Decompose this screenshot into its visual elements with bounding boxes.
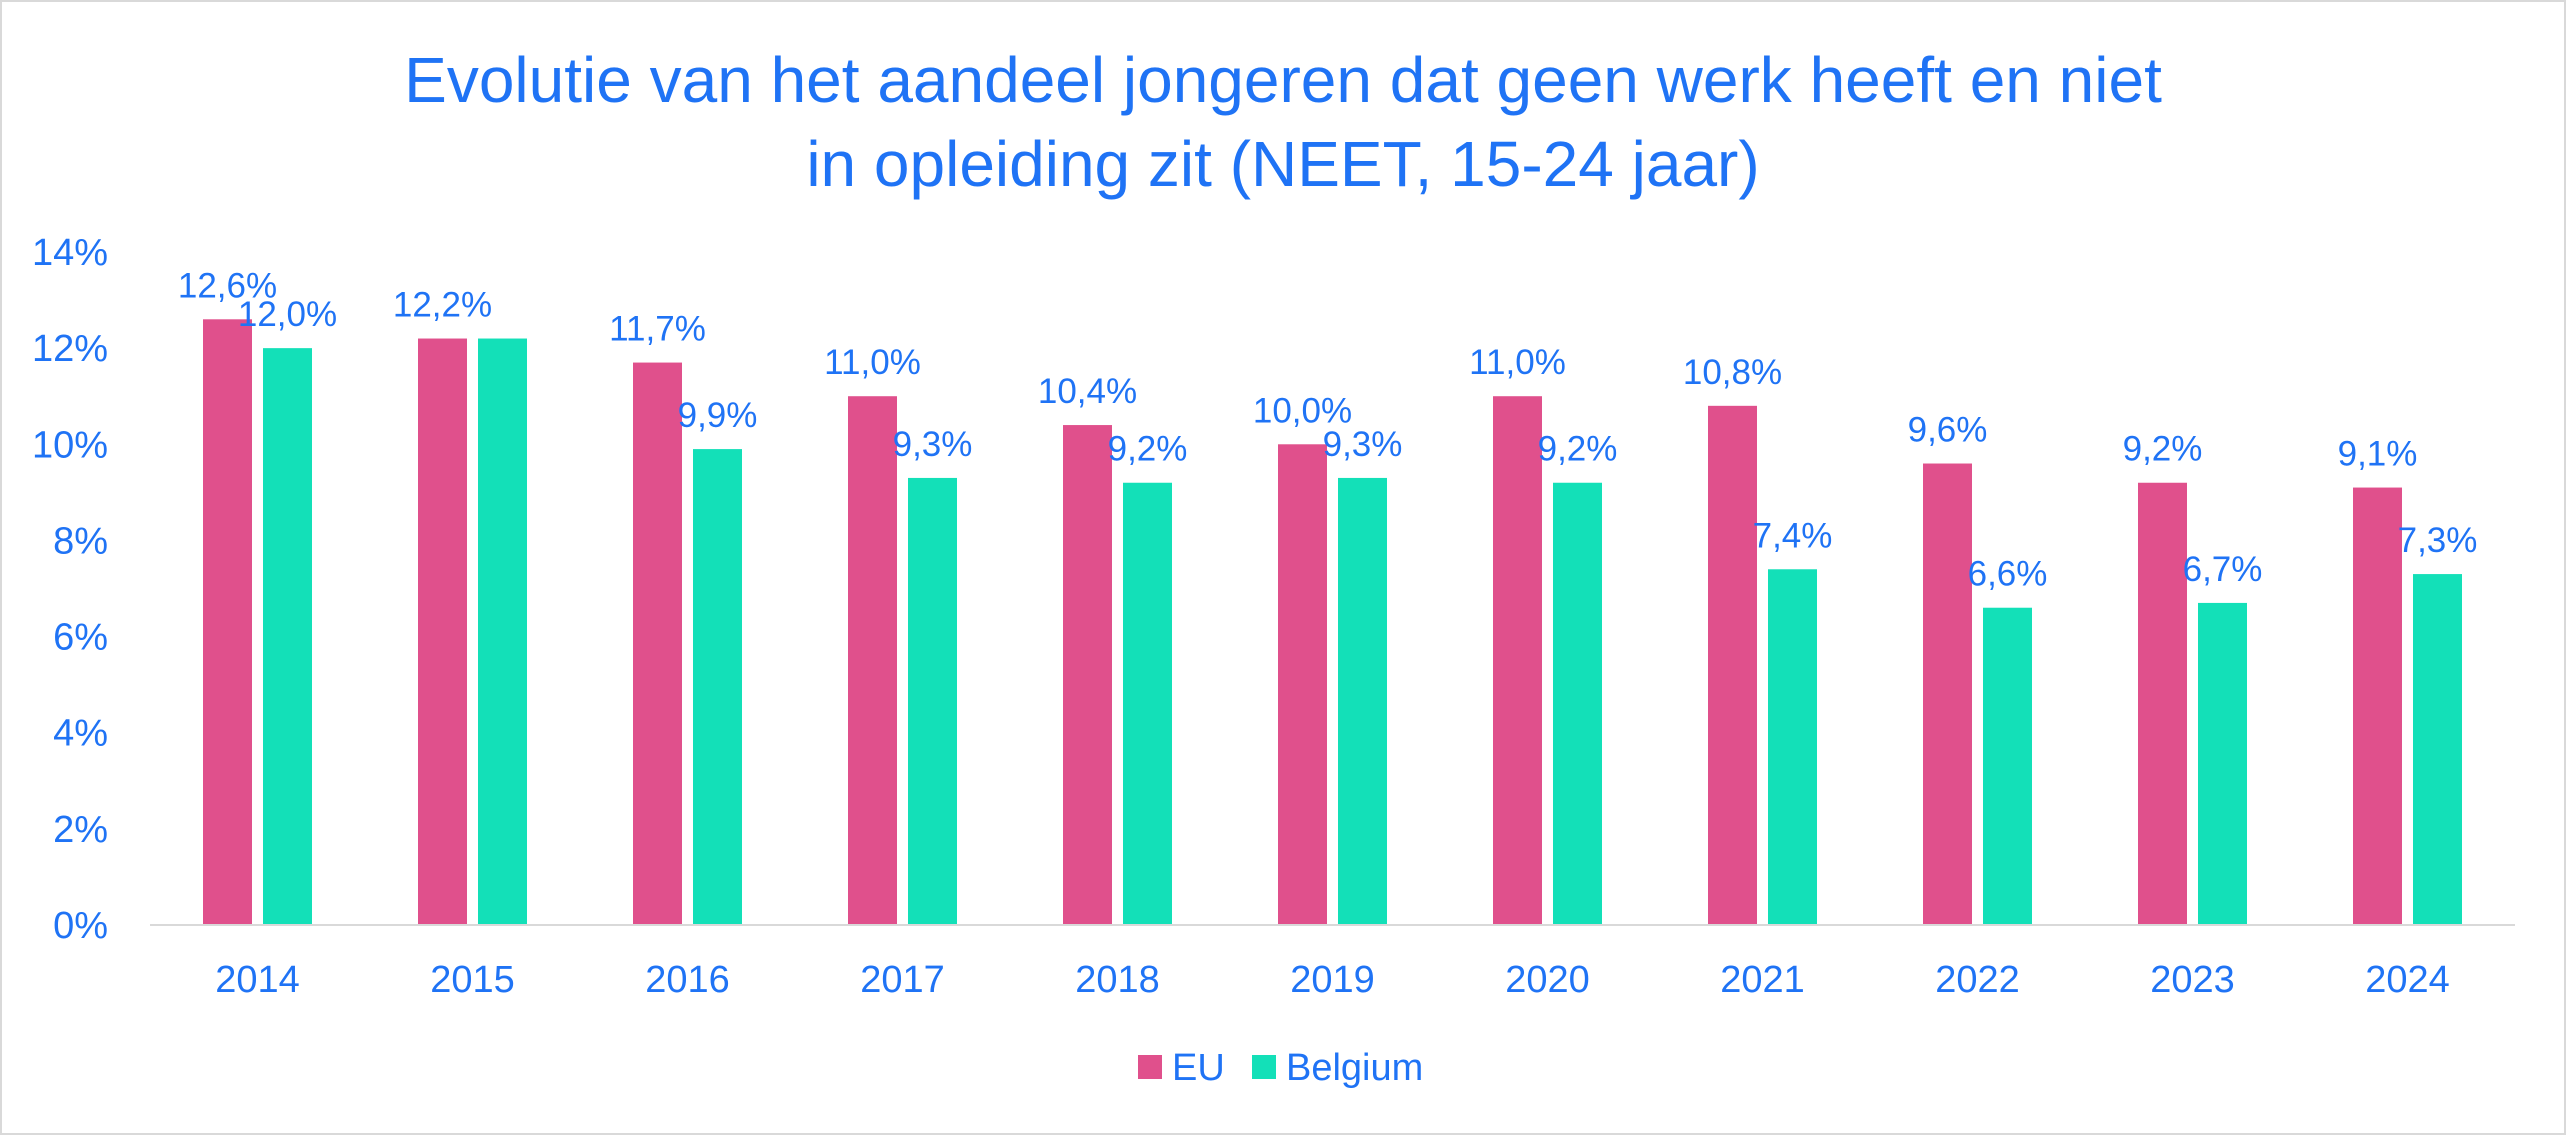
y-tick-label: 12% xyxy=(32,328,108,370)
legend-swatch-belgium xyxy=(1252,1055,1276,1079)
x-tick-label: 2018 xyxy=(1075,959,1160,1001)
y-axis-tick-labels: 0% 2% 4% 6% 8% 10% 12% 14% xyxy=(32,232,108,947)
data-label-belgium-2017: 9,3% xyxy=(893,425,973,464)
bar-belgium-2021 xyxy=(1768,569,1817,925)
bar-eu-2020 xyxy=(1493,396,1542,925)
data-label-belgium-2021: 7,4% xyxy=(1753,516,1833,555)
data-label-belgium-2023: 6,7% xyxy=(2183,550,2263,589)
chart-title-line-1: Evolutie van het aandeel jongeren dat ge… xyxy=(404,44,2162,116)
bar-belgium-2015 xyxy=(478,338,527,925)
bar-belgium-2022 xyxy=(1983,607,2032,925)
x-tick-label: 2021 xyxy=(1720,959,1805,1001)
legend-label-eu: EU xyxy=(1172,1047,1225,1089)
bar-eu-2017 xyxy=(848,396,897,925)
bar-belgium-2023 xyxy=(2198,602,2247,925)
x-tick-label: 2017 xyxy=(860,959,945,1001)
bar-belgium-2018 xyxy=(1123,482,1172,925)
data-label-eu-2021: 10,8% xyxy=(1683,353,1782,392)
y-tick-label: 4% xyxy=(53,713,108,755)
x-tick-label: 2015 xyxy=(430,959,515,1001)
y-tick-label: 2% xyxy=(53,809,108,851)
bar-eu-2015 xyxy=(418,338,467,925)
y-tick-label: 0% xyxy=(53,905,108,947)
data-label-belgium-2024: 7,3% xyxy=(2398,521,2478,560)
legend: EU Belgium xyxy=(1138,1047,1423,1089)
data-label-eu-2018: 10,4% xyxy=(1038,372,1137,411)
data-label-belgium-2018: 9,2% xyxy=(1108,430,1188,469)
x-tick-label: 2024 xyxy=(2365,959,2450,1001)
chart-title: Evolutie van het aandeel jongeren dat ge… xyxy=(0,38,2566,206)
chart-title-line-2: in opleiding zit (NEET, 15-24 jaar) xyxy=(806,128,1760,200)
data-label-belgium-2020: 9,2% xyxy=(1538,430,1618,469)
y-tick-label: 8% xyxy=(53,520,108,562)
data-label-eu-2023: 9,2% xyxy=(2123,430,2203,469)
data-label-belgium-2022: 6,6% xyxy=(1968,555,2048,594)
bar-belgium-2016 xyxy=(693,449,742,925)
data-label-belgium-2014: 12,0% xyxy=(238,295,337,334)
bar-eu-2023 xyxy=(2138,482,2187,925)
bar-eu-2024 xyxy=(2353,487,2402,925)
y-tick-label: 14% xyxy=(32,232,108,274)
x-tick-label: 2023 xyxy=(2150,959,2235,1001)
legend-swatch-eu xyxy=(1138,1055,1162,1079)
data-label-eu-2020: 11,0% xyxy=(1469,343,1566,382)
data-label-eu-2017: 11,0% xyxy=(824,343,921,382)
data-label-eu-2019: 10,0% xyxy=(1253,391,1352,430)
bar-eu-2021 xyxy=(1708,405,1757,925)
bar-belgium-2017 xyxy=(908,477,957,925)
bar-belgium-2024 xyxy=(2413,574,2462,925)
data-label-eu-2024: 9,1% xyxy=(2338,435,2418,474)
data-labels: 12,6%12,0% 12,2% 11,7% 9,9% 11,0% 9,3% 10,4% 9,… xyxy=(178,266,2478,593)
bar-belgium-2020 xyxy=(1553,482,1602,925)
data-label-eu-2014: 12,6% xyxy=(178,266,277,305)
y-tick-label: 6% xyxy=(53,617,108,659)
data-label-belgium-2019: 9,3% xyxy=(1323,425,1403,464)
bar-eu-2019 xyxy=(1278,444,1327,925)
bar-eu-2014 xyxy=(203,319,252,925)
bar-eu-2022 xyxy=(1923,463,1972,925)
x-tick-label: 2014 xyxy=(215,959,300,1001)
bar-eu-2016 xyxy=(633,362,682,925)
data-label-belgium-2016: 9,9% xyxy=(678,396,758,435)
bar-eu-2018 xyxy=(1063,425,1112,925)
x-tick-label: 2019 xyxy=(1290,959,1375,1001)
y-tick-label: 10% xyxy=(32,424,108,466)
x-tick-label: 2016 xyxy=(645,959,730,1001)
data-label-eu-2015: 12,2% xyxy=(393,286,492,325)
data-label-eu-2016: 11,7% xyxy=(609,310,706,349)
bars xyxy=(203,319,2462,926)
data-label-eu-2022: 9,6% xyxy=(1908,411,1988,450)
bar-belgium-2019 xyxy=(1338,477,1387,925)
x-tick-label: 2020 xyxy=(1505,959,1590,1001)
x-axis-tick-labels: 2014 2015 2016 2017 2018 2019 2020 2021 2022 2023… xyxy=(215,959,2450,1001)
x-tick-label: 2022 xyxy=(1935,959,2020,1001)
bar-belgium-2014 xyxy=(263,348,312,926)
legend-label-belgium: Belgium xyxy=(1286,1047,1423,1089)
